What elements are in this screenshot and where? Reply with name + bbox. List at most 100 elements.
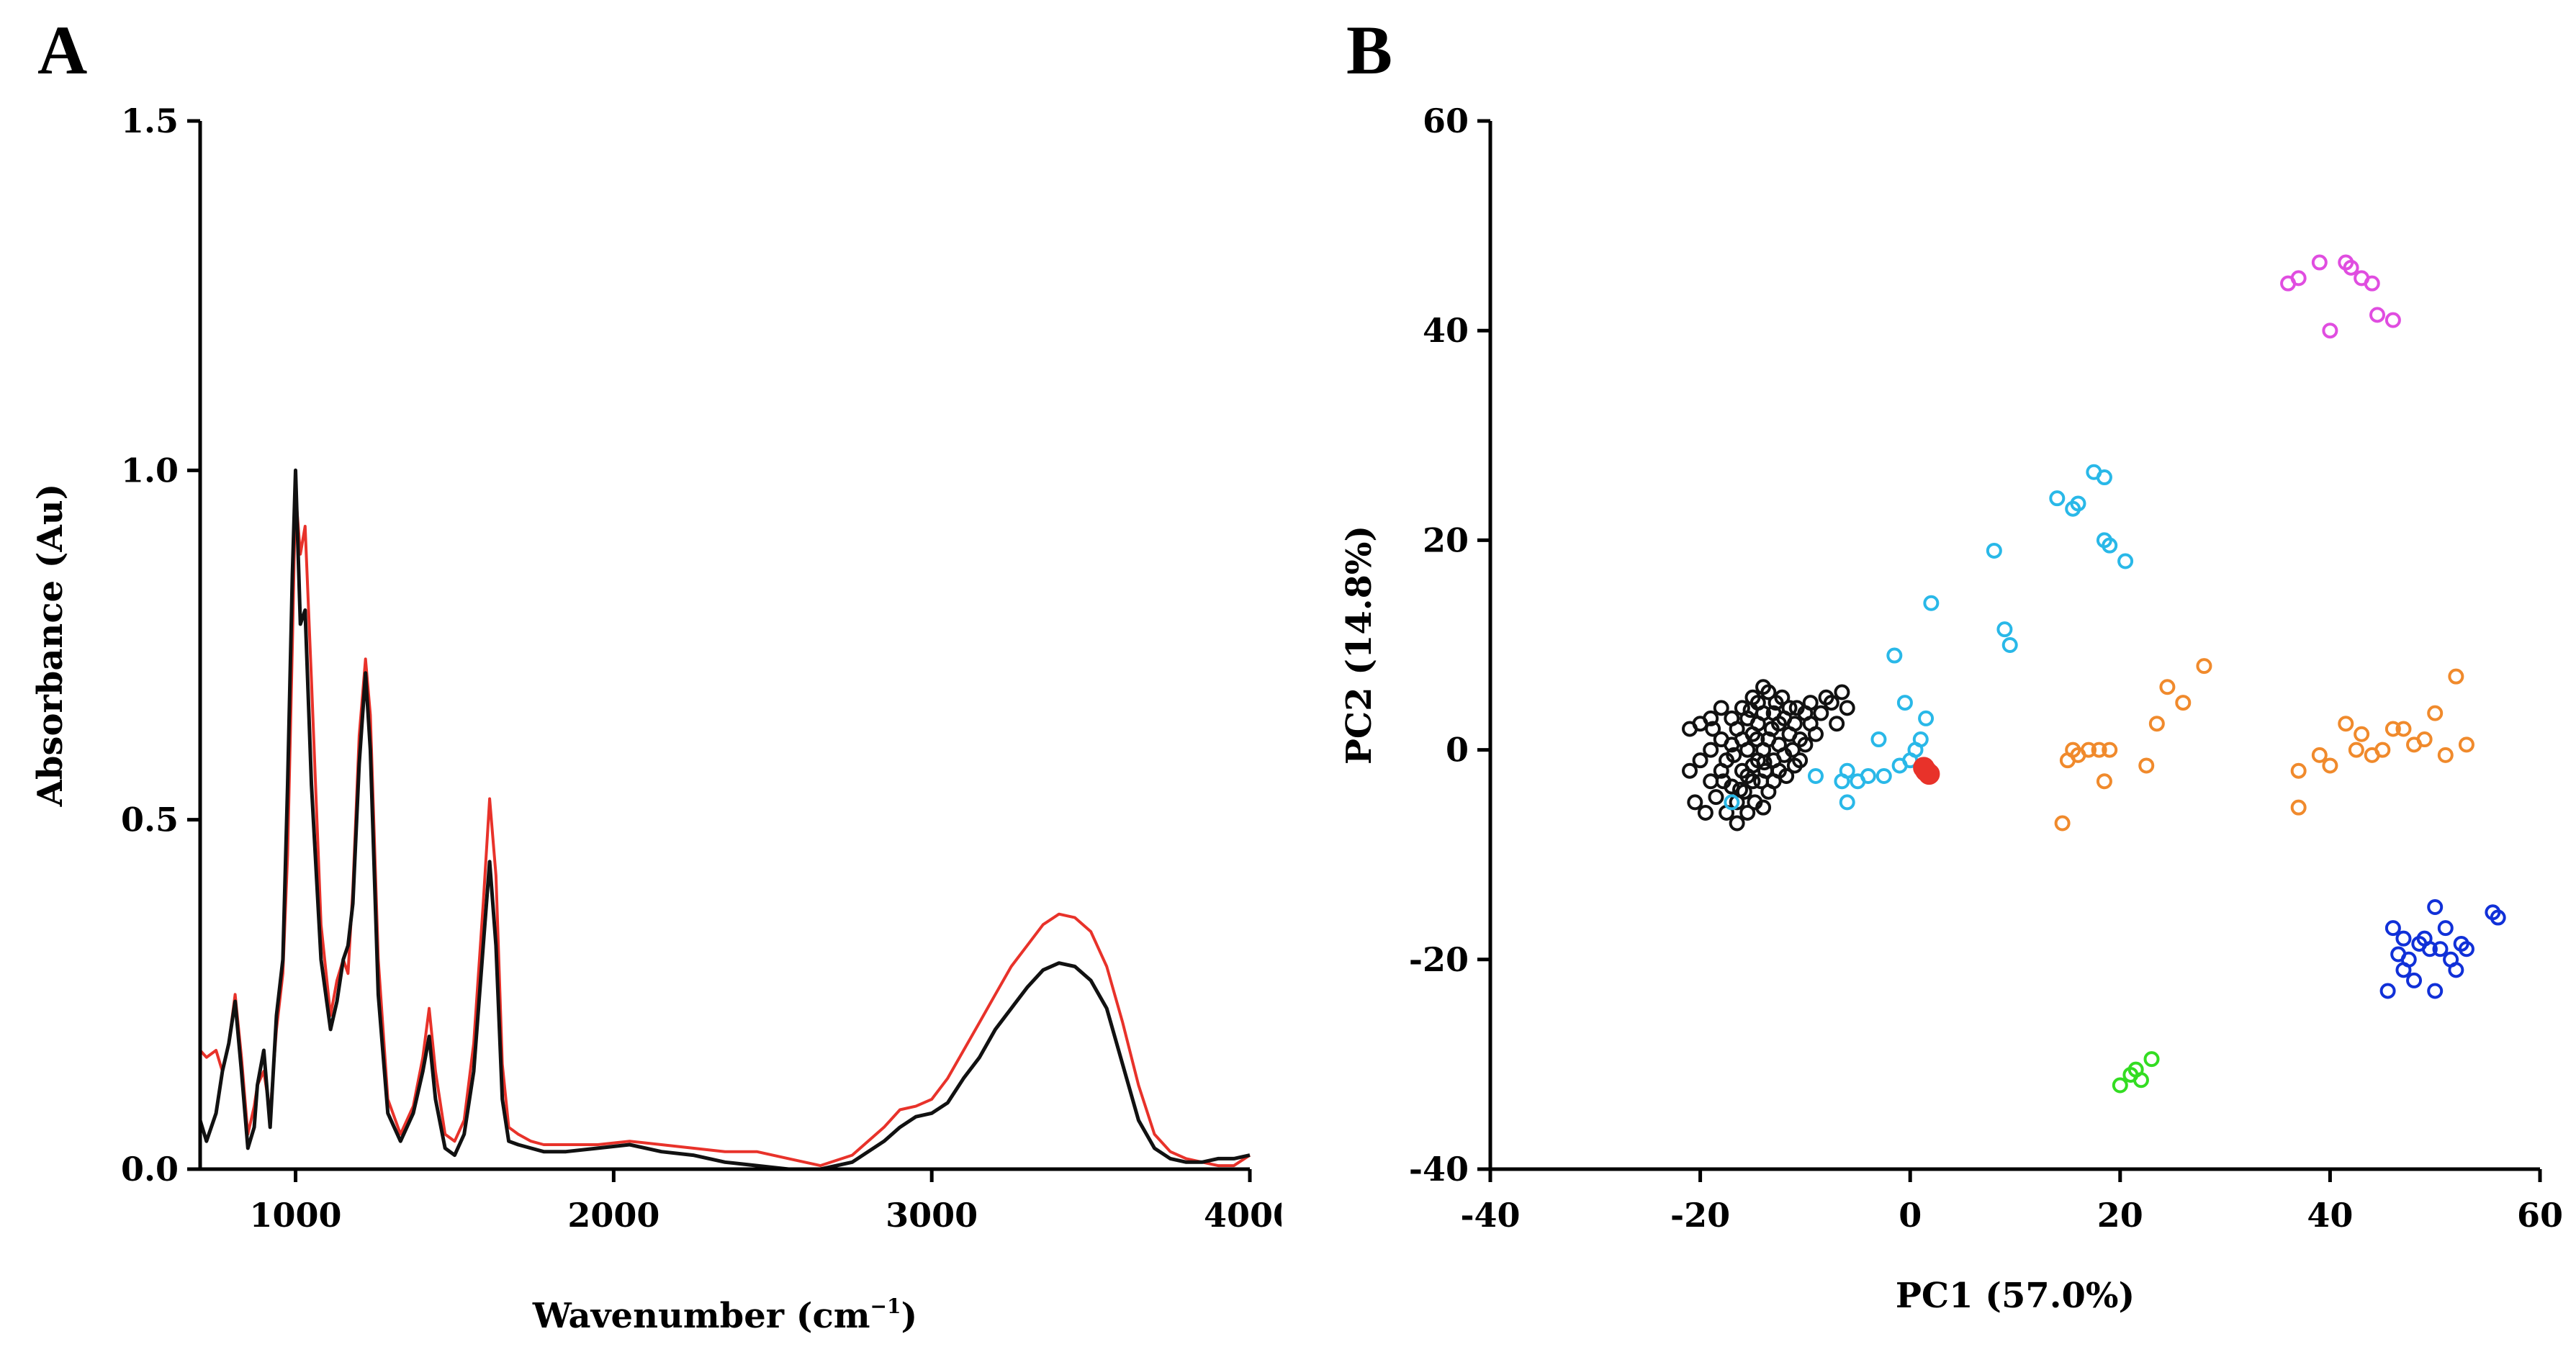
blue-cluster-point xyxy=(2384,920,2401,937)
blue-cluster-point xyxy=(2432,941,2449,957)
cyan-cluster-point xyxy=(2096,469,2112,486)
black-cluster-point xyxy=(1739,804,1756,821)
cyan-cluster-point xyxy=(2117,553,2134,569)
cyan-cluster-point xyxy=(1912,731,1929,748)
orange-cluster-point xyxy=(2311,747,2328,763)
y-tick-label: 20 xyxy=(1423,520,1469,559)
orange-cluster-point xyxy=(2348,742,2364,758)
orange-cluster-point xyxy=(2159,679,2176,695)
blue-cluster-point xyxy=(2395,930,2412,947)
cyan-cluster-point xyxy=(1923,595,1940,611)
blue-cluster-point xyxy=(2437,920,2454,937)
orange-cluster-point xyxy=(2458,736,2474,753)
cyan-cluster-point xyxy=(1870,731,1887,748)
black-cluster-point xyxy=(1697,804,1713,821)
blue-cluster-point xyxy=(2421,941,2438,957)
x-axis-title: Wavenumber (cm−1) xyxy=(532,1294,917,1336)
black-cluster-point xyxy=(1784,742,1801,758)
orange-cluster-point xyxy=(2448,668,2464,685)
blue-cluster-point xyxy=(2406,972,2423,988)
black-cluster-point xyxy=(1774,689,1791,706)
black-cluster-point xyxy=(1760,684,1777,700)
x-axis-title: PC1 (57.0%) xyxy=(1896,1276,2135,1316)
black-cluster-point xyxy=(1781,700,1798,716)
cyan-cluster-point xyxy=(1724,794,1740,811)
blue-cluster-point xyxy=(2490,909,2506,926)
blue-cluster-point xyxy=(2400,951,2417,968)
y-axis-title: Absorbance (Au) xyxy=(30,484,71,808)
orange-cluster-point xyxy=(2338,716,2354,732)
black-cluster-point xyxy=(1807,726,1824,742)
orange-cluster-point xyxy=(2290,762,2307,779)
black-cluster-point xyxy=(1797,736,1814,753)
black-cluster-point xyxy=(1703,710,1719,726)
orange-cluster-point xyxy=(2322,757,2338,774)
orange-cluster-point xyxy=(2374,742,2391,758)
y-tick-label: 40 xyxy=(1423,311,1469,350)
black-cluster-point xyxy=(1755,799,1772,816)
y-tick-label: 1.0 xyxy=(121,451,179,490)
y-tick-label: 60 xyxy=(1423,102,1469,140)
orange-cluster-point xyxy=(2395,721,2412,737)
orange-cluster-point xyxy=(2054,815,2071,832)
x-tick-label: 3000 xyxy=(886,1196,978,1235)
magenta-cluster-point xyxy=(2343,259,2359,276)
black-cluster-point xyxy=(1756,754,1773,771)
orange-cluster-point xyxy=(2096,773,2112,790)
black-cluster-point xyxy=(1703,773,1719,790)
y-axis-title: PC2 (14.8%) xyxy=(1339,526,1379,765)
magenta-cluster-point xyxy=(2322,323,2338,339)
cyan-cluster-point xyxy=(1860,768,1876,784)
black-cluster-point xyxy=(1834,684,1850,700)
y-tick-label: -20 xyxy=(1409,940,1469,979)
x-tick-label: 20 xyxy=(2097,1196,2143,1235)
cyan-cluster-point xyxy=(1875,768,1892,784)
black-cluster-point xyxy=(1729,815,1745,832)
black-cluster-point xyxy=(1839,700,1855,716)
x-tick-label: 2000 xyxy=(567,1196,659,1235)
cyan-cluster-point xyxy=(1918,710,1935,726)
y-tick-label: -40 xyxy=(1409,1150,1469,1189)
cyan-cluster-point xyxy=(2070,495,2086,512)
orange-cluster-point xyxy=(2148,716,2165,732)
black-cluster-point xyxy=(1739,742,1756,758)
black-cluster-point xyxy=(1802,695,1819,711)
black-cluster-point xyxy=(1715,773,1731,790)
orange-cluster-point xyxy=(2081,742,2097,758)
black-cluster-point xyxy=(1813,705,1829,721)
black-cluster-point xyxy=(1713,700,1729,716)
black-cluster-point xyxy=(1749,731,1765,748)
x-tick-label: -40 xyxy=(1460,1196,1520,1235)
green-cluster-point xyxy=(2143,1051,2160,1068)
green-cluster-point xyxy=(2112,1077,2128,1094)
black-cluster-point xyxy=(1705,721,1721,737)
orange-cluster-point xyxy=(2384,721,2401,737)
orange-cluster-point xyxy=(2091,742,2107,758)
black-cluster-point xyxy=(1829,716,1845,732)
black-cluster-point xyxy=(1792,752,1809,769)
x-tick-label: 1000 xyxy=(250,1196,342,1235)
panel-a-label: A xyxy=(37,12,88,89)
x-tick-label: 60 xyxy=(2517,1196,2563,1235)
black-cluster-point xyxy=(1708,789,1724,806)
blue-cluster-point xyxy=(2458,941,2474,957)
cyan-cluster-point xyxy=(1839,794,1855,811)
cyan-cluster-point xyxy=(2049,490,2066,507)
black-cluster-point xyxy=(1726,747,1742,763)
magenta-cluster-point xyxy=(2384,312,2401,328)
x-tick-label: 40 xyxy=(2307,1196,2353,1235)
black-cluster-point xyxy=(1682,762,1698,779)
black-cluster-point xyxy=(1732,781,1749,798)
orange-cluster-point xyxy=(2175,695,2192,711)
cyan-cluster-point xyxy=(1986,542,2002,559)
black-cluster-point xyxy=(1778,768,1795,784)
y-tick-label: 0 xyxy=(1446,731,1469,770)
orange-cluster-point xyxy=(2354,726,2370,742)
blue-cluster-point xyxy=(2427,983,2444,999)
orange-cluster-point xyxy=(2437,747,2454,763)
green-cluster-point xyxy=(2133,1072,2149,1089)
magenta-cluster-point xyxy=(2369,307,2386,323)
